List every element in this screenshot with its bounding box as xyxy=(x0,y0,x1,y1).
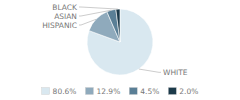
slice xyxy=(107,9,120,42)
legend-swatch xyxy=(42,88,50,95)
slice-label: HISPANIC xyxy=(42,21,77,30)
pie xyxy=(87,9,153,75)
legend-label: 2.0% xyxy=(179,87,198,96)
leader-line xyxy=(79,19,96,25)
legend-swatch xyxy=(168,88,176,95)
legend-label: 12.9% xyxy=(96,87,120,96)
legend-swatch xyxy=(129,88,137,95)
slice-label: BLACK xyxy=(52,3,78,12)
slice xyxy=(87,9,153,75)
slice-label: ASIAN xyxy=(54,12,77,21)
legend-item: 4.5% xyxy=(129,87,159,96)
legend: 80.6% 12.9% 4.5% 2.0% xyxy=(42,87,199,96)
legend-label: 80.6% xyxy=(53,87,77,96)
legend-swatch xyxy=(85,88,93,95)
chart: BLACKASIANHISPANIC WHITE 80.6% 12.9% 4.5% 2.0… xyxy=(0,0,240,100)
legend-item: 12.9% xyxy=(85,87,120,96)
legend-item: 80.6% xyxy=(42,87,77,96)
leader-line xyxy=(79,10,111,16)
leader-line xyxy=(79,7,118,9)
slice-labels: BLACKASIANHISPANIC WHITE xyxy=(42,3,188,77)
leader-line xyxy=(139,69,161,72)
slice xyxy=(116,9,120,42)
legend-item: 2.0% xyxy=(168,87,198,96)
slice-label: WHITE xyxy=(163,68,188,77)
legend-label: 4.5% xyxy=(140,87,159,96)
